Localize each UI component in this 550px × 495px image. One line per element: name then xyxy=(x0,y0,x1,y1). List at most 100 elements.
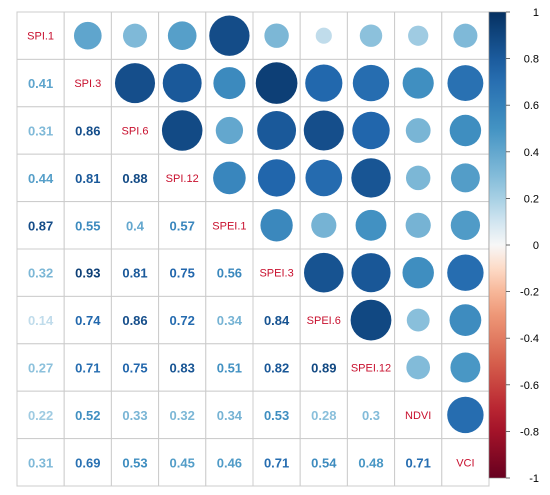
correlation-circle xyxy=(311,212,337,238)
correlation-value-label: 0.3 xyxy=(362,408,380,423)
correlation-value-label: 0.89 xyxy=(311,361,336,376)
grid-cell xyxy=(16,153,65,203)
grid-cell xyxy=(252,438,301,487)
diagonal-variable-label: SPEI.6 xyxy=(307,315,341,327)
grid-cell xyxy=(158,343,207,392)
correlation-circle xyxy=(257,111,297,150)
correlation-value-label: 0.31 xyxy=(28,455,53,470)
grid-cell xyxy=(394,438,443,487)
diagonal-variable-label: SPEI.1 xyxy=(212,220,246,232)
correlation-value-label: 0.71 xyxy=(264,455,289,470)
diagonal-variable-label: SPI.1 xyxy=(27,31,54,43)
correlation-value-label: 0.69 xyxy=(75,455,100,470)
grid-cell xyxy=(252,248,301,297)
grid-cell xyxy=(158,248,207,297)
correlation-circle xyxy=(449,304,482,336)
correlation-circle xyxy=(255,62,298,104)
correlation-circle xyxy=(402,256,434,289)
correlation-value-label: 0.71 xyxy=(406,455,431,470)
correlation-circle xyxy=(453,23,478,48)
colorbar-tick-label: 0.8 xyxy=(524,54,539,66)
correlation-value-label: 0.72 xyxy=(170,313,195,328)
correlation-value-label: 0.46 xyxy=(217,455,242,470)
correlation-circle xyxy=(264,23,289,48)
correlation-value-label: 0.53 xyxy=(264,408,289,423)
correlation-circle xyxy=(257,159,296,197)
correlation-circle xyxy=(305,64,343,102)
correlation-circle xyxy=(304,252,344,293)
grid-cell xyxy=(346,438,396,487)
correlation-value-label: 0.41 xyxy=(28,76,53,91)
grid-cell xyxy=(63,343,112,392)
grid-cell xyxy=(110,248,160,297)
correlation-value-label: 0.83 xyxy=(170,361,195,376)
correlation-circle xyxy=(406,355,431,380)
colorbar-tick-label: 0.6 xyxy=(524,100,539,112)
correlation-value-label: 0.75 xyxy=(170,266,195,281)
grid-cell xyxy=(346,390,396,440)
correlation-value-label: 0.82 xyxy=(264,361,289,376)
correlation-circle xyxy=(351,158,391,198)
grid-cell xyxy=(252,295,301,345)
correlation-circle xyxy=(449,114,482,147)
diagonal-variable-label: VCI xyxy=(456,457,474,469)
correlation-circle xyxy=(73,21,102,50)
correlation-value-label: 0.86 xyxy=(75,124,100,139)
correlation-value-label: 0.56 xyxy=(217,266,242,281)
correlation-circle xyxy=(352,64,390,102)
correlation-value-label: 0.84 xyxy=(264,313,290,328)
grid-cell xyxy=(63,58,112,108)
grid-cell xyxy=(158,390,207,440)
correlation-circle xyxy=(260,209,293,242)
grid-cell xyxy=(16,438,65,487)
grid-cell xyxy=(16,106,65,155)
colorbar-tick-label: 0.2 xyxy=(524,193,539,205)
correlation-circle xyxy=(402,67,434,99)
correlation-value-label: 0.14 xyxy=(28,313,54,328)
grid-cell xyxy=(299,295,348,345)
correlation-circle xyxy=(315,27,332,44)
grid-cell xyxy=(110,343,160,392)
grid-cell xyxy=(16,295,65,345)
correlation-circle xyxy=(405,118,431,143)
grid-cell xyxy=(394,153,443,203)
correlation-circle xyxy=(450,210,481,240)
correlation-value-label: 0.57 xyxy=(170,218,195,233)
grid-cell xyxy=(158,295,207,345)
colorbar-tick-label: 0.4 xyxy=(524,147,539,159)
grid-cell xyxy=(110,438,160,487)
correlation-value-label: 0.27 xyxy=(28,361,53,376)
correlation-value-label: 0.52 xyxy=(75,408,100,423)
diagonal-variable-label: SPEI.3 xyxy=(259,268,293,280)
correlation-circle xyxy=(405,165,431,191)
grid-cell xyxy=(252,343,301,392)
correlation-value-label: 0.71 xyxy=(75,361,100,376)
correlation-value-label: 0.28 xyxy=(311,408,336,423)
grid-cell xyxy=(299,390,348,440)
correlation-circle xyxy=(447,396,484,434)
diagonal-variable-label: SPEI.12 xyxy=(351,363,391,375)
correlation-circle xyxy=(161,110,203,151)
correlation-circle xyxy=(447,254,484,291)
correlation-value-label: 0.81 xyxy=(75,171,100,186)
grid-cell xyxy=(110,201,160,250)
correlation-value-label: 0.34 xyxy=(217,408,243,423)
correlation-circle xyxy=(162,63,202,103)
correlation-circle xyxy=(408,25,429,46)
colorbar xyxy=(488,11,507,479)
correlation-circle xyxy=(406,308,430,332)
colorbar-tick-label: -1 xyxy=(529,473,539,485)
correlation-circle xyxy=(405,212,431,238)
correlation-value-label: 0.74 xyxy=(75,313,101,328)
correlation-circle xyxy=(447,65,484,102)
grid-cell xyxy=(63,390,112,440)
colorbar-tick-label: 0 xyxy=(533,240,539,252)
grid-cell xyxy=(205,248,254,297)
grid-cell xyxy=(205,201,254,250)
colorbar-tick-label: -0.8 xyxy=(520,426,539,438)
correlation-circle xyxy=(303,110,344,151)
correlation-circle xyxy=(351,253,391,293)
correlation-value-label: 0.87 xyxy=(28,218,53,233)
diagonal-variable-label: SPI.12 xyxy=(166,173,199,185)
